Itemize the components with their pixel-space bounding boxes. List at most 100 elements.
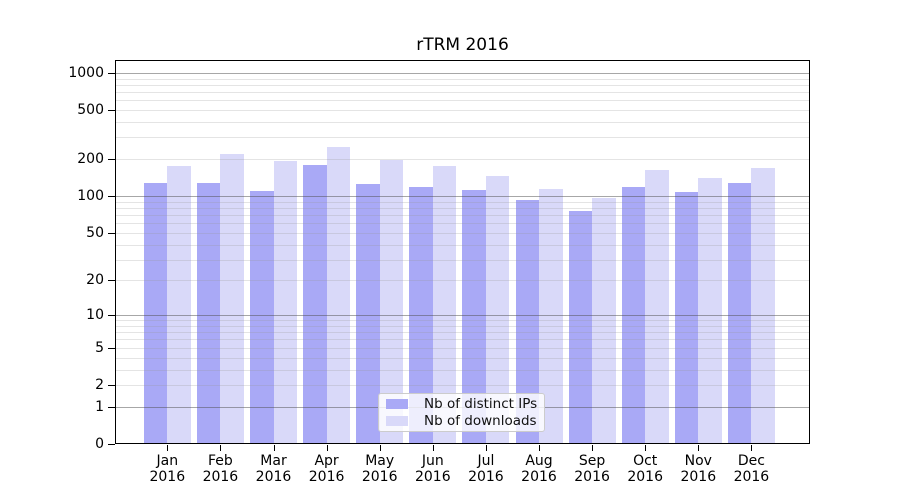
gridline-minor-400	[115, 122, 810, 123]
gridline-minor-60	[115, 223, 810, 225]
x-tick-label-oct: Oct 2016	[610, 453, 680, 485]
bar-downloads-jan	[167, 165, 191, 444]
x-tick-sep	[592, 445, 594, 451]
plot-area	[115, 60, 810, 444]
gridline-minor-5	[115, 347, 810, 349]
gridline-minor-500	[115, 110, 810, 112]
gridline-minor-70	[115, 215, 810, 216]
bar-downloads-apr	[326, 146, 351, 444]
legend-entry-downloads: Nb of downloads	[379, 413, 544, 430]
bar-downloads-aug	[539, 188, 563, 444]
x-tick-label-sep: Sep 2016	[557, 453, 627, 485]
y-tick-5	[108, 347, 115, 349]
gridline-major-100	[115, 196, 810, 198]
x-tick-year-jul: 2016	[468, 469, 504, 485]
x-tick-label-apr: Apr 2016	[292, 453, 362, 485]
x-tick-label-mar: Mar 2016	[239, 453, 309, 485]
x-tick-year-sep: 2016	[574, 469, 610, 485]
gridline-minor-50	[115, 232, 810, 234]
x-tick-year-mar: 2016	[255, 469, 292, 485]
x-tick-label-aug: Aug 2016	[504, 453, 574, 485]
y-tick-200	[108, 159, 115, 161]
y-tick-500	[108, 110, 115, 112]
gridline-minor-600	[115, 100, 810, 102]
bar-downloads-jun	[432, 165, 457, 444]
y-tick-100	[108, 196, 115, 198]
gridline-major-10	[115, 315, 810, 317]
x-tick-aug	[539, 445, 540, 451]
bar-downloads-mar	[273, 161, 297, 444]
x-tick-month-oct: Oct	[633, 453, 658, 469]
x-tick-month-apr: Apr	[314, 453, 339, 469]
x-tick-label-jul: Jul 2016	[451, 453, 521, 485]
x-tick-label-feb: Feb 2016	[185, 453, 255, 485]
y-tick-50	[108, 232, 115, 234]
bar-distinct-ips-dec	[727, 183, 752, 444]
gridline-minor-200	[115, 159, 810, 161]
gridline-minor-7	[115, 332, 810, 334]
x-tick-oct	[645, 445, 647, 451]
bar-distinct-ips-may	[356, 184, 380, 444]
gridline-minor-900	[115, 78, 810, 80]
x-tick-year-oct: 2016	[627, 469, 663, 485]
y-tick-label-20: 20	[86, 272, 104, 289]
gridline-minor-700	[115, 92, 810, 93]
y-tick-0	[108, 444, 115, 445]
bar-downloads-oct	[645, 170, 669, 444]
y-tick-20	[108, 280, 115, 282]
gridline-minor-80	[115, 207, 810, 209]
gridline-minor-800	[115, 84, 810, 86]
y-tick-2	[108, 384, 115, 386]
gridline-minor-2	[115, 384, 810, 386]
bar-distinct-ips-mar	[250, 190, 274, 444]
gridline-minor-9	[115, 320, 810, 322]
gridline-minor-300	[115, 137, 810, 139]
bar-distinct-ips-feb	[196, 183, 221, 444]
bar-distinct-ips-aug	[515, 199, 539, 444]
bar-downloads-may	[379, 159, 404, 444]
gridline-minor-4	[115, 357, 810, 359]
x-tick-apr	[326, 445, 328, 451]
x-tick-label-jun: Jun 2016	[398, 453, 468, 485]
x-tick-year-feb: 2016	[202, 469, 239, 485]
x-tick-month-mar: Mar	[260, 453, 287, 469]
x-tick-jul	[485, 445, 487, 451]
y-tick-10	[108, 315, 115, 317]
chart-title: rTRM 2016	[416, 35, 509, 55]
x-tick-month-aug: Aug	[525, 453, 553, 469]
x-tick-label-may: May 2016	[345, 453, 415, 485]
legend-entry-distinct-ips: Nb of distinct IPs	[379, 396, 544, 413]
x-tick-year-jan: 2016	[149, 469, 186, 485]
x-tick-year-nov: 2016	[680, 469, 717, 485]
bar-distinct-ips-nov	[674, 192, 699, 444]
x-tick-mar	[273, 445, 275, 451]
y-tick-label-50: 50	[86, 224, 104, 241]
legend-label-distinct-ips: Nb of distinct IPs	[424, 396, 538, 413]
y-tick-label-1000: 1000	[68, 64, 104, 81]
y-tick-1000	[108, 72, 115, 74]
bar-distinct-ips-sep	[568, 211, 593, 444]
bar-distinct-ips-apr	[303, 164, 327, 444]
x-tick-month-sep: Sep	[578, 453, 606, 469]
y-tick-label-5: 5	[95, 339, 104, 356]
gridline-major-1000	[115, 72, 810, 74]
legend: Nb of distinct IPs Nb of downloads	[378, 393, 545, 432]
y-tick-label-2: 2	[95, 376, 104, 393]
bar-distinct-ips-jan	[143, 183, 168, 444]
y-tick-label-1: 1	[95, 398, 104, 415]
x-tick-year-aug: 2016	[521, 469, 557, 485]
y-tick-label-10: 10	[86, 307, 104, 324]
gridline-minor-8	[115, 325, 810, 327]
x-tick-feb	[220, 445, 222, 451]
y-tick-1	[108, 406, 115, 408]
x-tick-dec	[751, 445, 753, 451]
y-tick-label-500: 500	[77, 102, 104, 119]
x-tick-year-may: 2016	[361, 469, 398, 485]
x-tick-month-jul: Jul	[477, 453, 495, 469]
x-tick-jan	[167, 445, 169, 451]
x-tick-year-apr: 2016	[308, 469, 345, 485]
x-tick-label-nov: Nov 2016	[663, 453, 733, 485]
x-tick-month-may: May	[365, 453, 395, 469]
x-tick-month-jun: Jun	[421, 453, 444, 469]
